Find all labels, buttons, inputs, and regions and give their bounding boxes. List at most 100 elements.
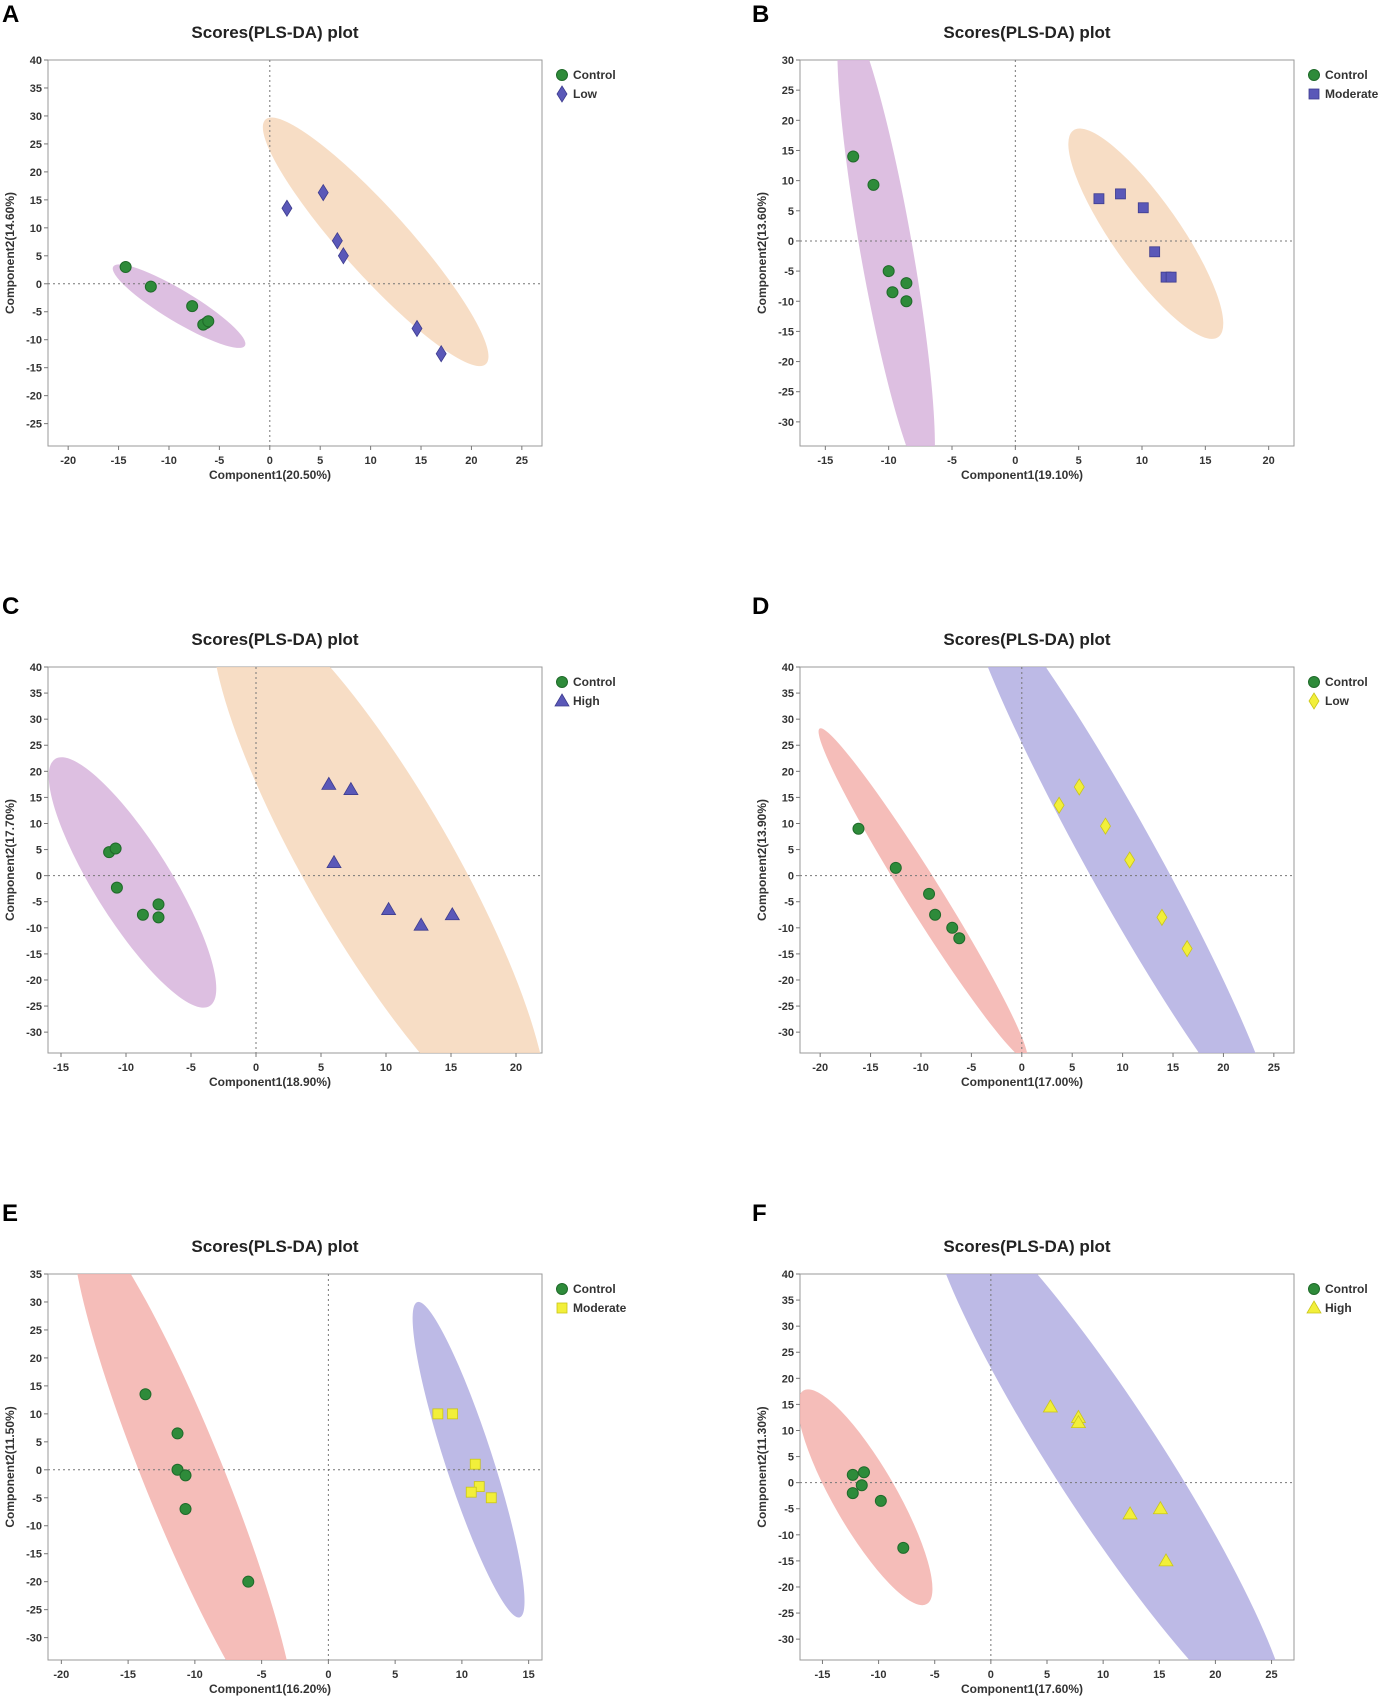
y-tick-label: 35 [30, 1269, 42, 1281]
data-point-low [281, 199, 293, 218]
x-tick-label: 15 [1153, 1669, 1165, 1681]
x-tick-label: -15 [120, 1669, 136, 1681]
data-point-control [897, 1541, 910, 1554]
y-tick-label: 15 [782, 145, 794, 157]
x-tick-label: 15 [1199, 455, 1211, 467]
x-tick-label: 5 [392, 1669, 398, 1681]
y-tick-label: 20 [30, 1353, 42, 1365]
x-tick-label: 0 [325, 1669, 331, 1681]
x-tick-label: -15 [863, 1062, 879, 1074]
legend-marker-control [556, 1283, 568, 1295]
x-tick-label: 20 [510, 1062, 522, 1074]
y-tick-label: 10 [30, 818, 42, 830]
data-point-low [1053, 796, 1065, 814]
legend-marker-control [1308, 69, 1320, 81]
y-tick-label: -10 [26, 335, 42, 347]
x-tick-label: 15 [1167, 1062, 1179, 1074]
y-tick-label: 5 [788, 1452, 794, 1464]
y-tick-label: -25 [26, 1605, 42, 1617]
x-tick-label: 10 [456, 1669, 468, 1681]
x-tick-label: 5 [1044, 1669, 1050, 1681]
data-point-control [139, 1388, 152, 1401]
x-tick-label: 10 [364, 455, 376, 467]
panel-letter: F [752, 1200, 767, 1227]
legend-item-moderate: Moderate [1308, 87, 1379, 101]
y-tick-label: 35 [30, 83, 42, 95]
x-tick-label: 10 [1097, 1669, 1109, 1681]
data-point-high [326, 854, 342, 869]
confidence-ellipse-control [837, 60, 935, 446]
y-axis-label: Component2(11.30%) [755, 1406, 769, 1527]
y-tick-label: -20 [778, 357, 794, 369]
data-point-low [411, 319, 423, 338]
data-point-control [923, 887, 936, 900]
y-tick-label: 35 [782, 688, 794, 700]
x-axis-label: Component1(20.50%) [209, 468, 331, 482]
y-tick-label: 15 [30, 792, 42, 804]
x-tick-label: 0 [1019, 1062, 1025, 1074]
panel-letter: A [2, 1, 19, 28]
x-tick-label: -5 [186, 1062, 196, 1074]
x-tick-label: -10 [118, 1062, 134, 1074]
panel-letter: E [2, 1200, 18, 1227]
data-point-control [852, 822, 865, 835]
legend-marker-control [556, 676, 568, 688]
y-tick-label: -10 [778, 1530, 794, 1542]
data-point-high [1152, 1500, 1169, 1515]
y-tick-label: 0 [36, 871, 42, 883]
legend-marker-control [1308, 1283, 1320, 1295]
y-tick-label: 0 [788, 871, 794, 883]
data-point-control [109, 842, 122, 855]
y-tick-label: 40 [782, 1269, 794, 1281]
legend-item-control: Control [1308, 675, 1368, 689]
panel-f: F Scores(PLS-DA) plot -15 -10 -5 0 5 10 15 20 25 40… [752, 1200, 1368, 1696]
y-tick-label: -30 [778, 417, 794, 429]
legend-label: Control [573, 68, 616, 82]
chart-title: Scores(PLS-DA) plot [191, 630, 359, 649]
x-tick-label: 5 [1069, 1062, 1075, 1074]
y-tick-label: 10 [782, 1425, 794, 1437]
x-tick-label: -20 [812, 1062, 828, 1074]
legend-marker-high [1306, 1300, 1322, 1314]
legend-label: Control [1325, 1282, 1368, 1296]
x-tick-label: 15 [445, 1062, 457, 1074]
y-tick-label: 15 [30, 195, 42, 207]
y-tick-label: -5 [784, 266, 794, 278]
x-tick-label: 20 [465, 455, 477, 467]
y-tick-label: -15 [778, 326, 794, 338]
panel-a: A Scores(PLS-DA) plot -20 -15 -10 -5 0 5 10 15 20 2… [2, 1, 616, 482]
legend-marker-moderate [556, 1302, 568, 1314]
y-tick-label: -15 [26, 363, 42, 375]
y-tick-label: -10 [778, 923, 794, 935]
data-point-high [413, 917, 429, 931]
y-tick-label: 40 [30, 55, 42, 67]
panel-letter: B [752, 1, 769, 28]
y-tick-label: 20 [782, 115, 794, 127]
y-tick-label: -15 [26, 949, 42, 961]
data-point-control [882, 265, 895, 278]
x-tick-label: 5 [318, 1062, 324, 1074]
legend-label: Control [573, 1282, 616, 1296]
data-point-control [186, 300, 199, 313]
x-tick-label: -5 [257, 1669, 267, 1681]
panel-letter: C [2, 593, 19, 620]
x-tick-label: -15 [817, 455, 833, 467]
y-tick-label: 20 [782, 766, 794, 778]
data-point-high [1042, 1399, 1059, 1413]
y-axis-label: Component2(17.70%) [3, 799, 17, 921]
y-tick-label: 30 [782, 1321, 794, 1333]
data-point-low [1100, 817, 1111, 835]
y-tick-label: 25 [782, 1347, 794, 1359]
y-tick-label: -25 [26, 419, 42, 431]
y-tick-label: 15 [782, 1399, 794, 1411]
y-tick-label: 5 [788, 845, 794, 857]
data-point-high [1070, 1414, 1087, 1429]
panel-letter: D [752, 593, 769, 620]
confidence-ellipse-low [965, 667, 1276, 1053]
x-axis-label: Component1(19.10%) [961, 468, 1083, 482]
data-point-moderate [1137, 202, 1149, 214]
data-point-control [900, 277, 913, 290]
legend-item-high: High [1306, 1300, 1352, 1315]
panel-c: C Scores(PLS-DA) plot -15 -10 -5 0 5 10 15 20 40 35… [2, 593, 616, 1089]
